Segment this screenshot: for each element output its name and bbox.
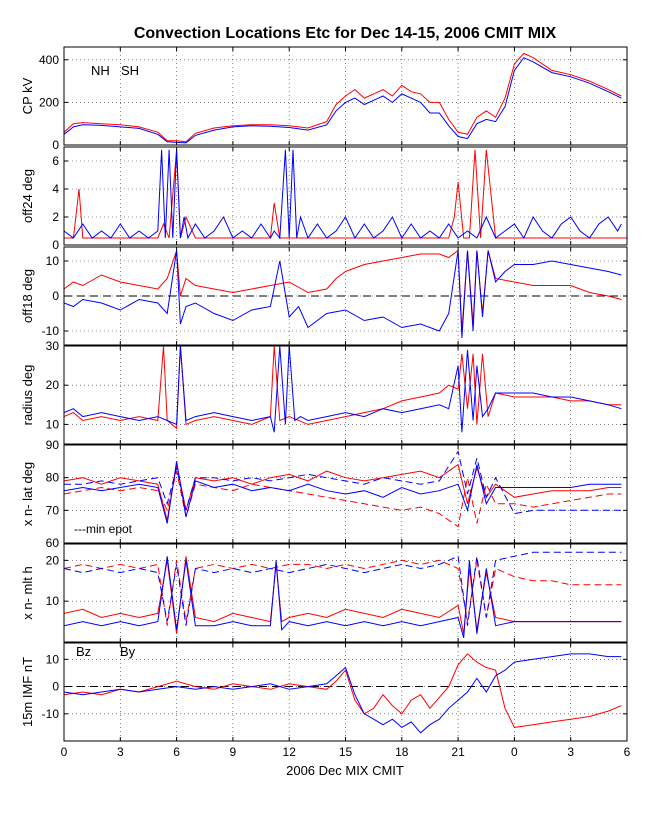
x-tick-label: 21 <box>451 745 465 759</box>
series-group <box>64 249 622 339</box>
y-tick-label: 0 <box>52 138 59 152</box>
x-axis-label: 2006 Dec MIX CMIT <box>286 763 404 778</box>
legend-by: By <box>120 644 136 659</box>
legend-bz: Bz <box>76 644 91 659</box>
y-tick-label: 10 <box>46 652 60 666</box>
series-line-nh <box>64 149 627 239</box>
x-tick-label: 12 <box>283 745 297 759</box>
y-tick-label: 10 <box>46 594 60 608</box>
series-line-nh <box>64 52 622 143</box>
panel-off18: -10 0 10 off18 deg <box>20 246 628 346</box>
y-tick-label: 20 <box>46 553 60 567</box>
y-tick-label: 0 <box>52 238 59 252</box>
annotation-min-epot: ---min epot <box>74 522 133 536</box>
panel-radius: 10 20 30 radius deg <box>20 339 628 445</box>
series-group <box>64 346 622 433</box>
series-line-nh <box>64 249 622 332</box>
y-tick-label: 4 <box>52 182 59 196</box>
panel-imf: -10 0 10 15m IMF nT Bz By <box>20 642 628 742</box>
y-tick-label: 6 <box>52 154 59 168</box>
y-tick-label: 0 <box>52 680 59 694</box>
x-tick-label: 15 <box>339 745 353 759</box>
y-axis-label: 15m IMF nT <box>20 657 35 727</box>
series-group <box>64 551 622 639</box>
series-line-sh <box>64 57 622 144</box>
x-tick-label: 6 <box>624 745 631 759</box>
y-tick-label: 2 <box>52 210 59 224</box>
y-tick-label: 10 <box>46 254 60 268</box>
y-tick-label: 70 <box>46 503 60 517</box>
series-line-nh-min <box>64 559 622 626</box>
y-tick-label: -10 <box>42 324 60 338</box>
series-line-bz <box>64 653 622 728</box>
legend-sh: SH <box>121 63 139 78</box>
y-tick-label: 400 <box>39 53 59 67</box>
y-tick-label: 10 <box>46 417 60 431</box>
series-line-sh <box>64 250 622 339</box>
x-tick-label: 0 <box>511 745 518 759</box>
panel-cp: 0 200 400 CP kV NH SH <box>20 46 628 152</box>
y-axis-label: CP kV <box>20 77 35 114</box>
series-line-by <box>64 653 622 734</box>
series-line-sh-max <box>64 556 622 639</box>
panel-off24: 0 2 4 6 off24 deg <box>20 146 628 252</box>
y-tick-label: 60 <box>46 536 60 550</box>
panel-mlt: 10 20 x n- mlt h <box>20 543 628 643</box>
series-line-nh-max <box>64 463 622 521</box>
y-axis-label: off24 deg <box>20 169 35 223</box>
legend-nh: NH <box>91 63 110 78</box>
y-tick-label: 200 <box>39 95 59 109</box>
series-line-nh-max <box>64 556 622 634</box>
series-line-sh <box>64 346 622 433</box>
x-tick-label: 3 <box>567 745 574 759</box>
y-axis-label: x n- lat deg <box>20 462 35 526</box>
x-tick-label: 0 <box>61 745 68 759</box>
y-axis-label: radius deg <box>20 365 35 426</box>
series-line-nh-min <box>64 470 622 528</box>
y-tick-label: 30 <box>46 339 60 353</box>
x-tick-label: 3 <box>117 745 124 759</box>
series-line-sh-max <box>64 461 622 524</box>
series-group <box>64 52 622 144</box>
y-tick-label: 20 <box>46 378 60 392</box>
x-tick-label: 6 <box>173 745 180 759</box>
series-line-sh-min <box>64 450 622 515</box>
y-tick-label: 90 <box>46 438 60 452</box>
chart-title: Convection Locations Etc for Dec 14-15, … <box>134 25 557 42</box>
x-tick-label: 9 <box>230 745 237 759</box>
y-axis-label: x n- mlt h <box>20 566 35 619</box>
y-tick-label: -10 <box>42 707 60 721</box>
series-line-sh-min <box>64 551 622 626</box>
y-axis-label: off18 deg <box>20 269 35 323</box>
x-tick-label: 18 <box>395 745 409 759</box>
panel-lat: 60 70 80 90 x n- lat deg ---min epot <box>20 438 628 550</box>
series-line-sh <box>64 149 622 240</box>
series-line-nh <box>64 346 622 430</box>
series-group <box>64 149 627 240</box>
series-group <box>64 450 622 528</box>
y-tick-label: 0 <box>52 289 59 303</box>
series-group <box>64 653 622 734</box>
y-tick-label: 80 <box>46 471 60 485</box>
